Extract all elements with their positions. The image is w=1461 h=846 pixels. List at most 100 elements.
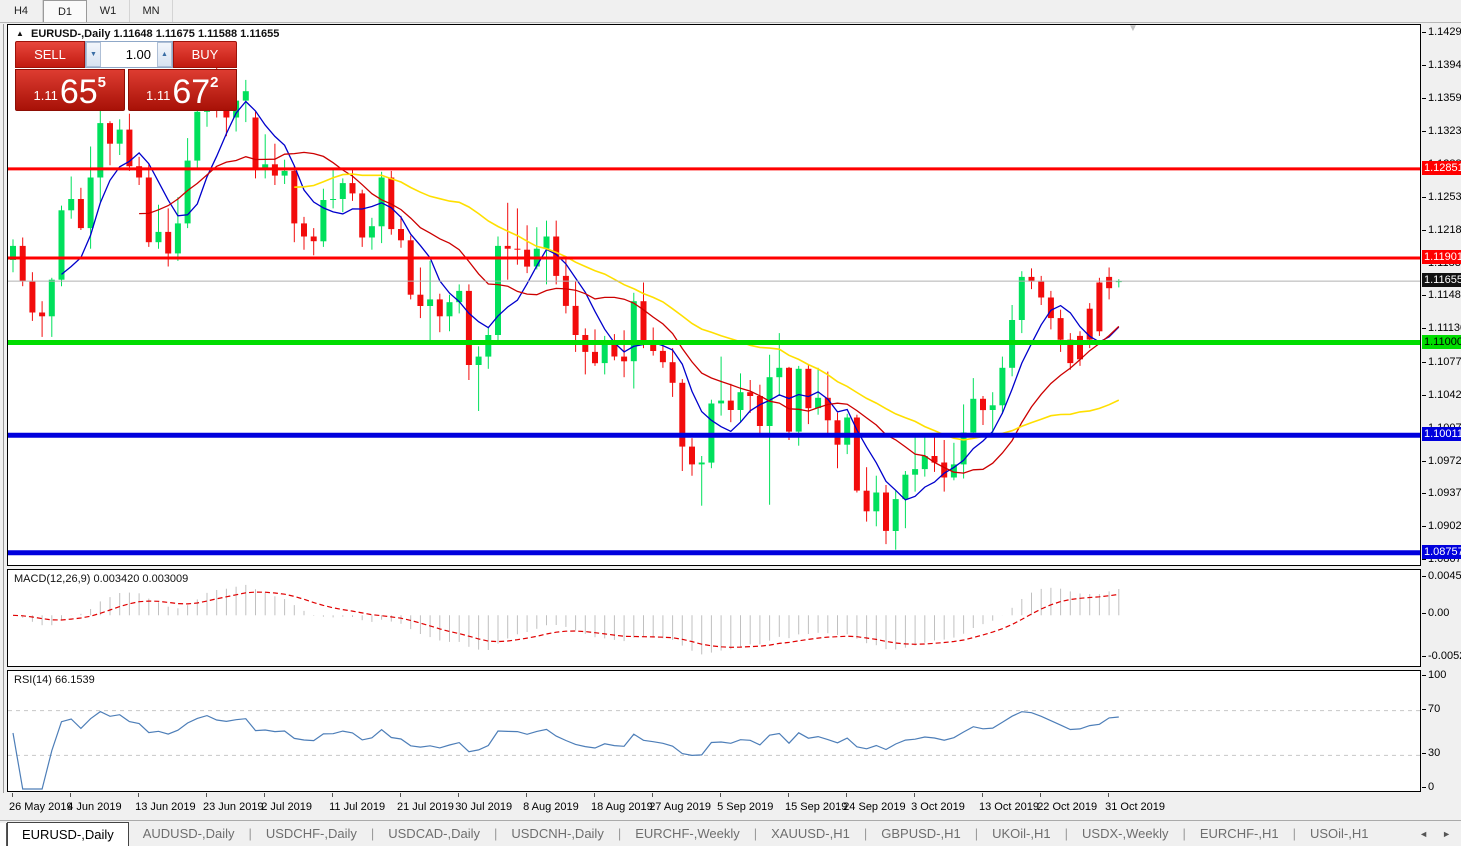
price-tick: 1.11130 — [1421, 322, 1461, 335]
one-click-trading-panel: SELL ▼ ▲ BUY 1.11 65 5 1.11 67 2 — [15, 41, 237, 111]
tab-stub — [0, 823, 7, 846]
date-tick-mark — [982, 793, 983, 797]
chart-tab-usdcad-daily[interactable]: USDCAD-,Daily — [388, 826, 480, 841]
tab-separator: | — [1182, 826, 1186, 841]
macd-axis-max: 0.004536 — [1422, 570, 1461, 583]
macd-axis-min: -0.005205 — [1422, 650, 1461, 663]
chart-tab-usdcnh-daily[interactable]: USDCNH-,Daily — [511, 826, 604, 841]
volume-input[interactable] — [101, 42, 157, 67]
date-tick-mark — [914, 793, 916, 797]
buy-price-big: 67 — [172, 73, 211, 111]
price-axis: 1.142901.139401.135901.132301.128801.125… — [1421, 24, 1461, 793]
date-tick-mark — [12, 793, 13, 797]
timeframe-toolbar: H4 D1 W1 MN — [0, 0, 1461, 23]
date-tick-mark — [138, 793, 140, 797]
date-label: 13 Oct 2019 — [979, 801, 1039, 813]
sell-price-tile[interactable]: 1.11 65 5 — [15, 69, 125, 111]
date-label: 2 Jul 2019 — [261, 801, 312, 813]
chart-tab-usoil-h1[interactable]: USOil-,H1 — [1309, 826, 1369, 841]
level-price-box: 1.11000 — [1422, 334, 1461, 349]
level-price-box: 1.08757 — [1422, 544, 1461, 559]
volume-decrease-button[interactable]: ▼ — [86, 42, 101, 67]
price-tick: 1.12180 — [1422, 224, 1461, 237]
date-tick-mark — [594, 793, 595, 797]
current-price-box: 1.11655 — [1422, 273, 1461, 288]
date-label: 3 Oct 2019 — [911, 801, 965, 813]
buy-price-tile[interactable]: 1.11 67 2 — [127, 69, 237, 111]
macd-axis-zero: 0.00 — [1421, 607, 1450, 620]
macd-indicator-pane: MACD(12,26,9) 0.003420 0.003009 — [7, 569, 1421, 667]
date-tick-mark — [400, 793, 401, 797]
tab-scroll-right-icon[interactable]: ► — [1442, 828, 1451, 839]
tab-separator: | — [248, 826, 252, 841]
timeframe-button-w1[interactable]: W1 — [87, 0, 130, 22]
chart-tab-bar: EURUSD-,Daily AUDUSD-,Daily | USDCHF-,Daily… — [0, 820, 1461, 846]
timeframe-button-d1[interactable]: D1 — [43, 0, 87, 22]
chart-shift-marker-icon[interactable]: ▼ — [1128, 23, 1138, 34]
volume-increase-button[interactable]: ▲ — [157, 42, 172, 67]
date-tick-mark — [1040, 793, 1042, 797]
tab-scroll-arrows: ◄ ► — [1419, 821, 1461, 846]
level-price-box: 1.12851 — [1422, 160, 1461, 175]
buy-price-sup: 2 — [210, 74, 219, 91]
chart-tab-usdx-weekly[interactable]: USDX-,Weekly — [1082, 826, 1169, 841]
price-chart-svg — [8, 67, 1420, 556]
date-label: 30 Jul 2019 — [455, 801, 513, 813]
price-tick: 1.13230 — [1422, 125, 1461, 138]
window-frame-line — [3, 24, 4, 793]
chart-tab-eurusd-daily[interactable]: EURUSD-,Daily — [7, 822, 129, 846]
chart-tab-eurchf-weekly[interactable]: EURCHF-,Weekly — [635, 826, 740, 841]
date-label: 23 Jun 2019 — [203, 801, 264, 813]
timeframe-button-h4[interactable]: H4 — [0, 0, 43, 22]
price-tick: 1.10420 — [1422, 389, 1461, 402]
tab-separator: | — [617, 826, 622, 841]
tab-scroll-left-icon[interactable]: ◄ — [1419, 828, 1429, 839]
date-tick-mark — [332, 793, 334, 797]
tab-separator: | — [1292, 826, 1296, 841]
price-tick: 1.12530 — [1422, 191, 1461, 204]
price-tick: 1.09370 — [1422, 487, 1461, 500]
collapse-triangle-icon[interactable]: ▲ — [16, 29, 24, 38]
chart-symbol-label: EURUSD-,Daily — [30, 28, 111, 40]
date-tick-mark — [70, 793, 72, 797]
rsi-axis-tick: 30 — [1421, 747, 1441, 760]
time-axis: 26 May 2019 4 Jun 2019 13 Jun 2019 23 Jun 2… — [7, 793, 1421, 819]
date-tick-mark — [846, 793, 848, 797]
rsi-axis-tick: 100 — [1421, 669, 1447, 681]
rsi-axis-tick: 70 — [1421, 702, 1441, 715]
volume-spinner: ▼ ▲ — [85, 41, 173, 68]
sell-price-big: 65 — [59, 73, 98, 111]
tab-separator: | — [863, 826, 868, 841]
date-label: 26 May 2019 — [9, 801, 73, 813]
date-tick-mark — [526, 793, 528, 797]
chart-tab-gbpusd-h1[interactable]: GBPUSD-,H1 — [881, 826, 961, 841]
date-label: 11 Jul 2019 — [329, 801, 386, 813]
price-tick: 1.09720 — [1422, 455, 1461, 468]
chart-tab-ukoil-h1[interactable]: UKOil-,H1 — [992, 826, 1051, 841]
chart-tab-eurchf-h1[interactable]: EURCHF-,H1 — [1199, 826, 1279, 841]
buy-price-prefix: 1.11 — [145, 88, 171, 103]
date-tick-mark — [720, 793, 722, 797]
tab-separator: | — [493, 826, 498, 841]
date-label: 4 Jun 2019 — [67, 801, 122, 813]
date-label: 18 Aug 2019 — [591, 801, 653, 813]
rsi-indicator-pane: RSI(14) 66.1539 — [7, 670, 1421, 792]
timeframe-button-mn[interactable]: MN — [130, 0, 173, 22]
price-tick: 1.14290 — [1422, 26, 1461, 39]
buy-button[interactable]: BUY — [173, 41, 237, 68]
chart-title: ▲ EURUSD-,Daily 1.11648 1.11675 1.11588 … — [16, 28, 279, 40]
date-tick-mark — [206, 793, 207, 797]
chart-tab-usdchf-daily[interactable]: USDCHF-,Daily — [265, 826, 357, 841]
date-label: 21 Jul 2019 — [397, 801, 454, 813]
chart-tab-audusd-daily[interactable]: AUDUSD-,Daily — [142, 826, 235, 841]
date-label: 27 Aug 2019 — [649, 801, 711, 813]
tab-separator: | — [1064, 826, 1069, 841]
date-tick-mark — [788, 793, 789, 797]
level-price-box: 1.11901 — [1422, 250, 1461, 265]
sell-button[interactable]: SELL — [15, 41, 85, 68]
tab-separator: | — [370, 826, 375, 841]
price-tick: 1.13590 — [1422, 92, 1461, 105]
price-tick: 1.09020 — [1422, 520, 1461, 533]
rsi-label: RSI(14) 66.1539 — [14, 674, 95, 686]
chart-tab-xauusd-h1[interactable]: XAUUSD-,H1 — [771, 826, 850, 841]
